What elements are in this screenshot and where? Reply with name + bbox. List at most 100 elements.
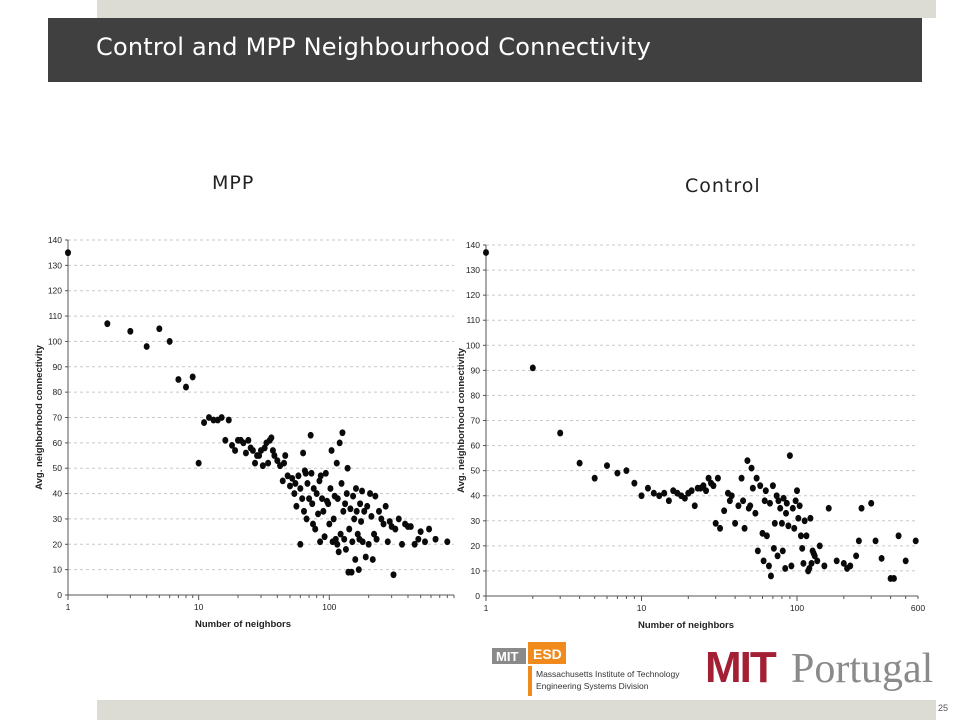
data-point: [799, 544, 806, 552]
data-point: [156, 325, 163, 333]
data-point: [343, 490, 350, 497]
data-point: [769, 482, 776, 490]
data-point: [297, 485, 304, 492]
data-point: [792, 497, 799, 505]
x-tick-label: 1: [484, 603, 489, 613]
data-point: [299, 495, 306, 503]
data-point: [364, 502, 371, 510]
data-point: [728, 492, 735, 500]
data-point: [763, 532, 770, 540]
data-point: [346, 525, 353, 533]
data-point: [328, 447, 335, 454]
data-point: [319, 495, 326, 503]
data-point: [375, 507, 382, 515]
y-tick-label: 120: [48, 286, 62, 296]
data-point: [760, 557, 767, 565]
data-point: [791, 524, 798, 532]
data-point: [902, 557, 909, 565]
data-point: [300, 449, 307, 457]
y-tick-label: 40: [471, 491, 481, 501]
data-point: [732, 519, 739, 527]
y-tick-label: 30: [53, 514, 63, 524]
slide-title: Control and MPP Neighbourhood Connectivi…: [96, 33, 652, 61]
data-point: [529, 364, 536, 372]
esd-logo-esd-text: ESD: [533, 646, 562, 662]
data-point: [604, 462, 611, 470]
data-point: [786, 452, 793, 459]
data-point: [384, 538, 391, 546]
data-point: [765, 562, 772, 570]
y-tick-label: 20: [471, 541, 481, 551]
x-tick-label: 1: [66, 602, 71, 612]
data-point: [348, 568, 355, 576]
y-tick-label: 10: [471, 566, 481, 576]
data-point: [688, 487, 695, 495]
data-point: [783, 509, 790, 517]
data-point: [789, 504, 796, 512]
data-point: [373, 535, 380, 543]
data-point: [339, 429, 346, 437]
data-point: [890, 575, 897, 582]
data-point: [614, 469, 621, 477]
y-tick-label: 80: [53, 387, 63, 397]
bottom-decor-strip: [97, 700, 936, 720]
data-point: [778, 519, 785, 527]
data-point: [710, 482, 717, 490]
data-point: [355, 566, 362, 574]
data-point: [340, 507, 347, 515]
x-tick-label: 600: [911, 603, 925, 613]
data-point: [803, 532, 810, 540]
data-point: [271, 452, 278, 459]
y-tick-label: 100: [466, 340, 480, 350]
data-point: [225, 416, 232, 424]
data-point: [847, 562, 854, 570]
y-tick-label: 40: [53, 489, 63, 499]
data-point: [336, 439, 343, 447]
data-point: [795, 514, 802, 522]
data-point: [347, 505, 354, 513]
data-point: [313, 490, 320, 497]
data-point: [279, 477, 286, 485]
data-point: [399, 540, 406, 548]
data-point: [335, 548, 342, 556]
data-point: [182, 383, 189, 391]
data-point: [357, 500, 364, 508]
data-point: [816, 542, 823, 550]
data-point: [735, 502, 742, 510]
data-point: [700, 482, 707, 490]
data-point: [310, 485, 317, 492]
data-point: [240, 439, 247, 447]
data-point: [780, 494, 787, 502]
data-point: [268, 434, 275, 442]
data-point: [868, 499, 875, 507]
y-tick-label: 0: [57, 590, 62, 600]
data-point: [705, 474, 712, 482]
data-point: [282, 452, 289, 459]
mit-portugal-logo: MIT Portugal: [705, 643, 933, 692]
data-point: [762, 487, 769, 495]
data-point: [432, 535, 439, 543]
data-point: [714, 474, 721, 482]
y-tick-label: 70: [471, 416, 481, 426]
y-tick-label: 120: [466, 290, 480, 300]
data-point: [825, 504, 832, 512]
data-point: [322, 469, 329, 477]
mit-esd-logo: MIT ESD Massachusetts Institute of Techn…: [492, 642, 680, 696]
data-point: [286, 482, 293, 490]
data-point: [334, 495, 341, 503]
y-tick-label: 100: [48, 336, 62, 346]
y-tick-label: 90: [471, 365, 481, 375]
data-point: [767, 572, 774, 580]
data-point: [265, 459, 272, 467]
mitp-logo-mit-text: MIT: [705, 643, 777, 692]
data-point: [872, 537, 879, 545]
data-point: [242, 449, 249, 457]
data-point: [749, 484, 756, 492]
y-tick-label: 80: [471, 390, 481, 400]
data-point: [65, 249, 71, 257]
data-point: [895, 532, 902, 540]
data-point: [744, 457, 751, 465]
data-point: [754, 547, 761, 555]
data-point: [292, 480, 299, 487]
